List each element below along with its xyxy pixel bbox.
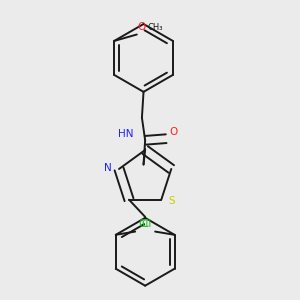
Text: S: S	[168, 196, 175, 206]
Text: O: O	[137, 22, 146, 32]
Text: HN: HN	[118, 129, 134, 139]
Text: CH₃: CH₃	[147, 23, 163, 32]
Text: Cl: Cl	[138, 219, 149, 229]
Text: Cl: Cl	[142, 219, 152, 229]
Text: N: N	[104, 163, 112, 173]
Text: O: O	[169, 127, 178, 137]
